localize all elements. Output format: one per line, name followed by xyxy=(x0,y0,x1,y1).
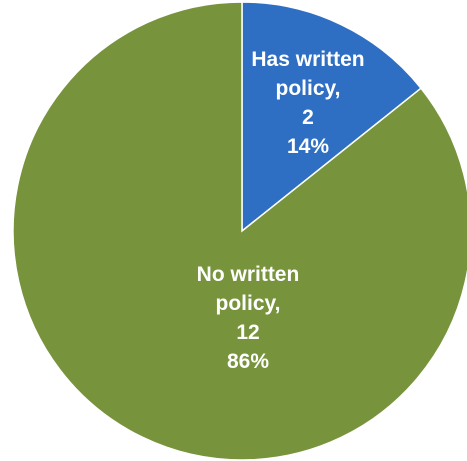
has-written-policy-slice-label-name-line2: policy, xyxy=(276,77,341,100)
pie-slice-no-written-policy xyxy=(12,1,467,461)
has-written-policy-slice-label-name-line1: Has written xyxy=(251,48,364,71)
no-written-policy-slice-label-value: 12 xyxy=(236,321,259,344)
pie-slice-has-written-policy xyxy=(241,1,423,233)
no-written-policy-slice-label-name-line2: policy, xyxy=(216,292,281,315)
labels-layer: Has written policy, 2 14% No written policy, 1… xyxy=(197,48,365,373)
no-written-policy-slice-label-percent: 86% xyxy=(227,350,269,373)
has-written-policy-slice-label-percent: 14% xyxy=(287,135,329,158)
has-written-policy-slice-label-value: 2 xyxy=(302,106,314,129)
slices-layer xyxy=(12,1,467,461)
no-written-policy-slice-label-name-line1: No written xyxy=(197,263,300,286)
